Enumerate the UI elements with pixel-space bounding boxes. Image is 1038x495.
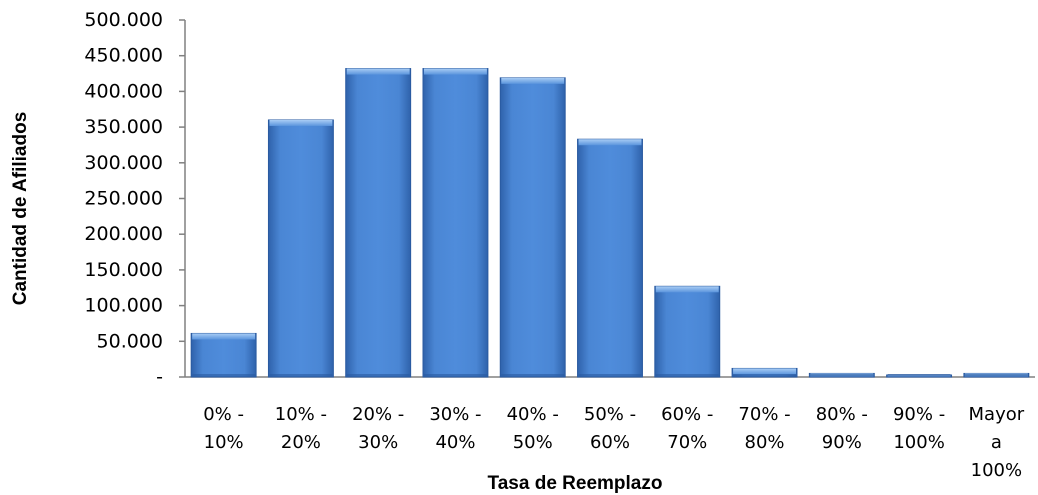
y-tick-label: 500.000 [84, 9, 163, 31]
bar [654, 285, 721, 378]
bar [808, 372, 875, 378]
bar-base-shadow [887, 374, 951, 377]
bar-base-shadow [346, 374, 410, 377]
x-tick-label: 0% -10% [203, 404, 244, 453]
bar-body [654, 285, 721, 378]
bar-base-shadow [192, 374, 256, 377]
bar-cap [655, 286, 719, 293]
x-tick-label: 70% -80% [738, 404, 790, 453]
bar-body [345, 68, 412, 378]
x-axis-title-text: Tasa de Reemplazo [488, 473, 663, 494]
bar [190, 332, 257, 378]
bar [422, 68, 489, 378]
x-tick-label: 40% -50% [507, 404, 559, 453]
bar-cap [733, 368, 796, 375]
bar-base-shadow [733, 374, 796, 377]
x-tick-label: 50% -60% [584, 404, 636, 453]
bar-cap [578, 139, 642, 146]
y-tick-label: 250.000 [84, 188, 163, 210]
bar-base-shadow [964, 374, 1028, 377]
y-tick-label: 300.000 [84, 152, 163, 174]
bar-body [267, 119, 334, 378]
bar-base-shadow [501, 374, 565, 377]
bar-body [577, 138, 643, 378]
bar-base-shadow [424, 374, 487, 377]
bar [963, 372, 1030, 378]
bar [345, 68, 412, 378]
y-tick-label: - [156, 366, 163, 388]
y-tick-label: 200.000 [84, 223, 163, 245]
x-axis-labels: 0% -10% 10% -20% 20% -30% 30% -40% 40% -50% 5… [203, 404, 1025, 481]
bar-body [190, 332, 257, 378]
y-tick-label: 350.000 [84, 116, 163, 138]
y-axis-title-text: Cantidad de Afiliados [10, 112, 31, 306]
bar [886, 374, 953, 378]
x-tick-label: 80% -90% [816, 404, 868, 453]
y-tick-label: 50.000 [97, 330, 163, 352]
x-tick-label: 20% -30% [352, 404, 404, 453]
bar-cap [501, 77, 565, 84]
bar [731, 367, 798, 378]
bar-cap [192, 333, 256, 340]
bar-cap [346, 68, 410, 75]
bar-base-shadow [810, 374, 874, 377]
y-tick-label: 100.000 [84, 295, 163, 317]
x-tick-label: Mayor a 100% [969, 404, 1025, 481]
bars [190, 68, 1030, 378]
bar-body [499, 77, 566, 378]
y-tick-label: 450.000 [84, 45, 163, 67]
bar-cap [424, 68, 487, 75]
x-tick-label: 60% -70% [661, 404, 713, 453]
y-tick-label: 150.000 [84, 259, 163, 281]
y-axis-title: Cantidad de Afiliados [10, 112, 31, 306]
x-tick-label: 10% -20% [275, 404, 327, 453]
bar [577, 138, 643, 378]
bar [267, 119, 334, 378]
bar-base-shadow [269, 374, 333, 377]
y-tick-label: 400.000 [84, 80, 163, 102]
bar [499, 77, 566, 378]
bar-body [422, 68, 489, 378]
x-tick-label: 30% -40% [429, 404, 481, 453]
x-tick-label: 90% -100% [893, 404, 945, 453]
bar-cap [269, 119, 333, 126]
bar-base-shadow [578, 374, 642, 377]
x-axis-title: Tasa de Reemplazo [488, 473, 663, 494]
bar-base-shadow [655, 374, 719, 377]
